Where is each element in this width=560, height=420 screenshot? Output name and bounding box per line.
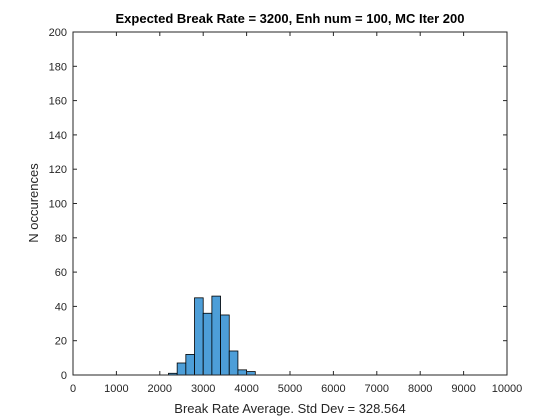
plot-area-frame — [72, 31, 508, 376]
x-axis-label: Break Rate Average. Std Dev = 328.564 — [174, 401, 405, 416]
histogram-bar — [194, 297, 204, 376]
histogram-bar — [211, 295, 221, 376]
x-axis-ticks: 0 1000 2000 3000 4000 5000 6000 7000 8000 9000 100… — [70, 32, 522, 395]
histogram-bar — [202, 312, 213, 376]
x-tick-label: 5000 — [278, 383, 302, 395]
x-tick-label: 9000 — [451, 383, 475, 395]
x-tick-label: 3000 — [191, 383, 215, 395]
x-tick-label: 1000 — [104, 383, 128, 395]
y-tick-label: 60 — [55, 267, 67, 279]
y-axis-label: N occurences — [26, 163, 41, 243]
x-tick-label: 2000 — [148, 383, 172, 395]
y-tick-label: 140 — [49, 130, 67, 142]
y-tick-label: 160 — [49, 96, 67, 108]
y-tick-label: 80 — [55, 233, 67, 245]
x-tick-label: 0 — [70, 383, 76, 395]
y-tick-label: 200 — [49, 27, 67, 39]
y-tick-label: 120 — [49, 164, 67, 176]
histogram-bar — [228, 350, 239, 376]
x-tick-label: 7000 — [365, 383, 389, 395]
y-tick-label: 40 — [55, 301, 67, 313]
bars-group — [168, 295, 256, 376]
y-tick-label: 180 — [49, 61, 67, 73]
histogram-bar — [237, 369, 247, 376]
y-tick-label: 100 — [49, 199, 67, 211]
y-tick-label: 20 — [55, 336, 67, 348]
x-tick-label: 4000 — [234, 383, 258, 395]
histogram-bar — [220, 314, 230, 376]
chart-title: Expected Break Rate = 3200, Enh num = 10… — [116, 11, 465, 26]
y-axis-ticks: 0 20 40 60 80 100 120 140 160 180 200 — [49, 27, 507, 382]
x-tick-label: 6000 — [321, 383, 345, 395]
x-tick-label: 8000 — [408, 383, 432, 395]
x-tick-label: 10000 — [492, 383, 523, 395]
histogram-bar — [185, 354, 195, 376]
histogram-bar — [176, 362, 187, 376]
histogram-bar — [246, 371, 256, 376]
y-tick-label: 0 — [61, 370, 67, 382]
